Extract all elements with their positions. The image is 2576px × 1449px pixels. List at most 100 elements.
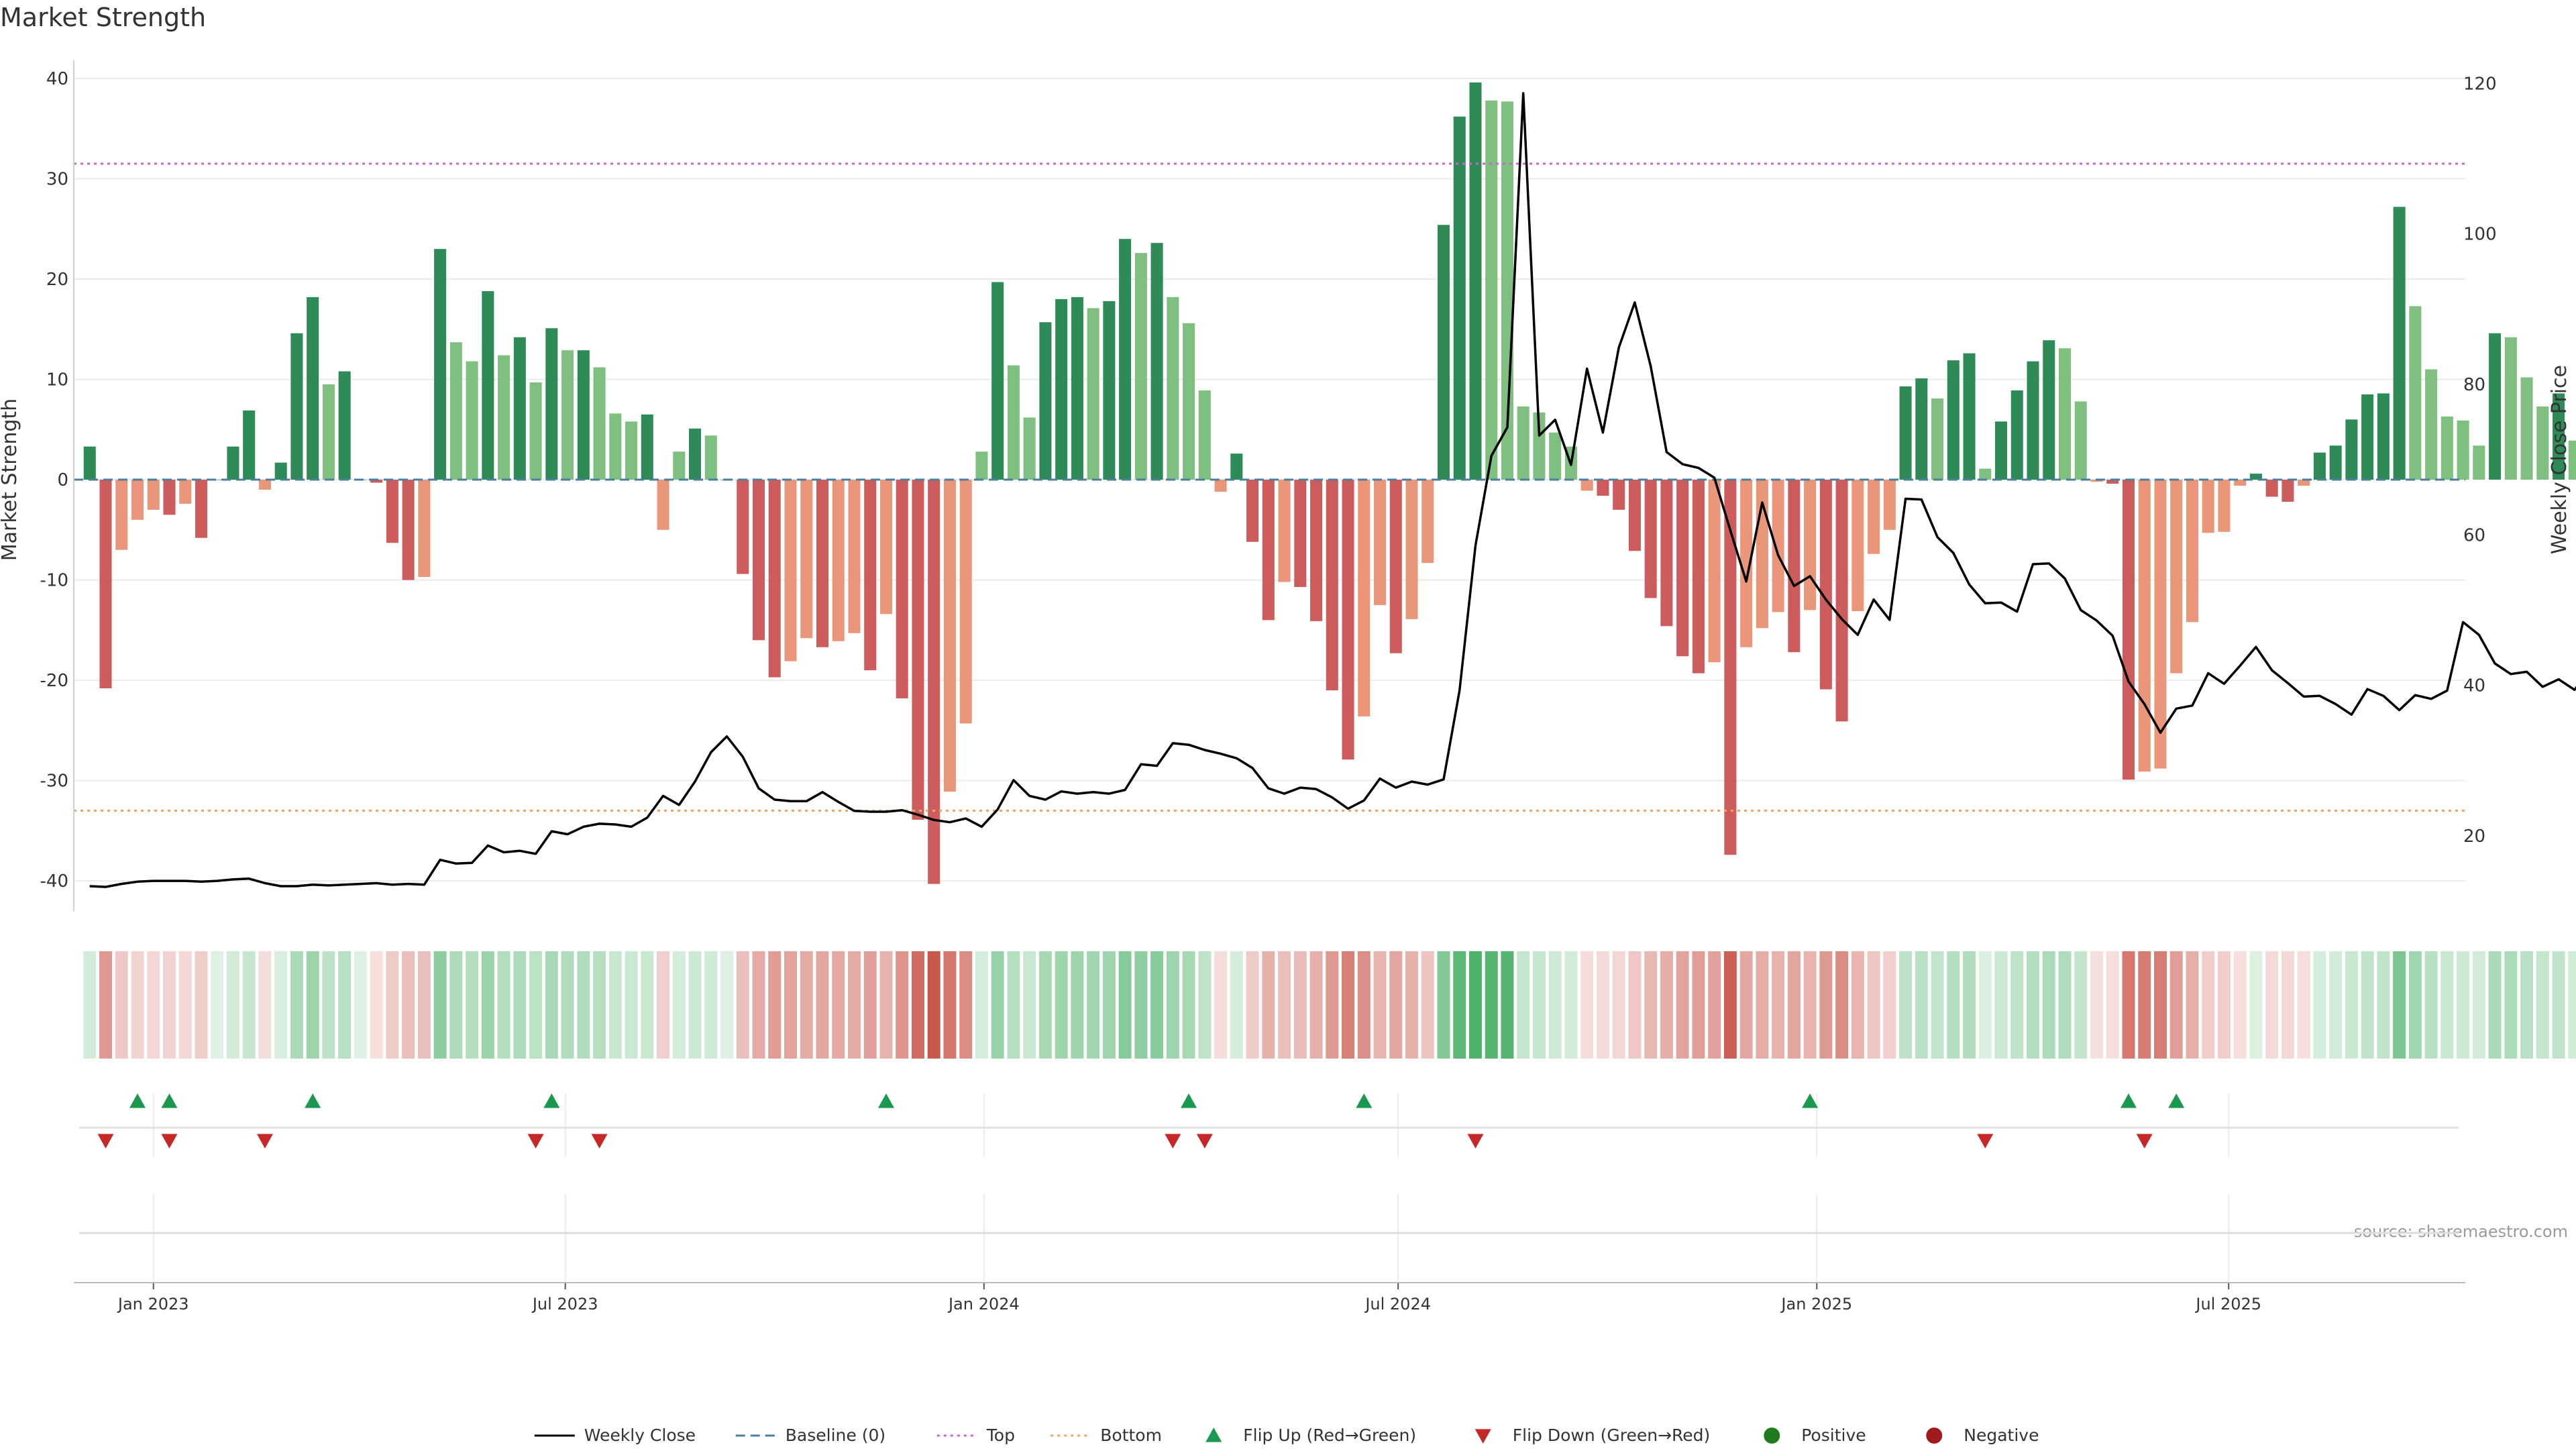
strength-bar	[1549, 432, 1562, 480]
heatmap-cell	[417, 951, 431, 1059]
strength-bar	[848, 480, 861, 633]
legend-item-label: Negative	[1964, 1426, 2039, 1445]
strength-bar	[673, 451, 686, 480]
strength-bar	[1246, 480, 1259, 542]
strength-bar	[322, 384, 335, 480]
strength-bar	[1358, 480, 1371, 716]
flip-down-marker	[2136, 1134, 2153, 1148]
strength-bar	[1103, 301, 1116, 480]
y-tick-label: 20	[46, 270, 68, 290]
heatmap-cell	[338, 951, 352, 1059]
heatmap-cell	[1596, 951, 1609, 1059]
strength-bar	[2409, 306, 2422, 480]
strength-bar	[99, 480, 112, 689]
strength-bar	[2122, 480, 2135, 780]
heatmap-cell	[1612, 951, 1625, 1059]
flip-down-marker	[97, 1134, 114, 1148]
strength-bar	[1915, 378, 1928, 480]
y-axis-title: Market Strength	[0, 398, 21, 561]
heatmap-cell	[449, 951, 463, 1059]
heatmap-cell	[2568, 951, 2576, 1059]
flip-up-marker	[129, 1093, 146, 1108]
strength-bar	[2282, 480, 2294, 502]
weekly-close-line	[89, 92, 2576, 888]
heatmap-cell	[433, 951, 447, 1059]
heatmap-cell	[1118, 951, 1132, 1059]
legend-item-label: Flip Down (Green→Red)	[1513, 1426, 1711, 1445]
heatmap-cell	[195, 951, 208, 1059]
legend-item-label: Top	[986, 1426, 1015, 1445]
heatmap-cell	[1708, 951, 1721, 1059]
flip-up-marker	[2120, 1093, 2137, 1108]
heatmap-cell	[2233, 951, 2247, 1059]
heatmap-cell	[242, 951, 256, 1059]
strength-bar	[1167, 297, 1179, 480]
y2-tick-label: 120	[2463, 74, 2497, 94]
flip-up-marker	[1181, 1093, 1197, 1108]
heatmap-cell	[2377, 951, 2390, 1059]
heatmap-cell	[1756, 951, 1769, 1059]
heatmap-cell	[1437, 951, 1450, 1059]
heatmap-cell	[1772, 951, 1785, 1059]
strength-bar	[2361, 394, 2374, 480]
heatmap-cell	[1150, 951, 1164, 1059]
y-tick-label: -30	[40, 771, 68, 792]
flip-up-marker	[2168, 1093, 2185, 1108]
heatmap-cell	[306, 951, 319, 1059]
heatmap-cell	[1198, 951, 1212, 1059]
heatmap-cell	[832, 951, 845, 1059]
strength-bar	[641, 414, 653, 480]
strength-bar	[1517, 406, 1529, 480]
strength-bar	[864, 480, 877, 671]
y-tick-label: 0	[57, 470, 68, 490]
legend-swatch-negative	[1926, 1428, 1943, 1444]
y-tick-label: -10	[40, 571, 68, 591]
heatmap-cell	[1071, 951, 1084, 1059]
legend-swatch-flip-down	[1474, 1429, 1491, 1444]
strength-bar	[1979, 468, 1992, 480]
heatmap-cell	[561, 951, 574, 1059]
heatmap-cell	[720, 951, 734, 1059]
strength-bar	[2457, 420, 2469, 480]
heatmap-cell	[1342, 951, 1355, 1059]
strength-bar	[1772, 480, 1784, 612]
strength-bar	[1310, 480, 1323, 621]
heatmap-cell	[1517, 951, 1530, 1059]
strength-bar	[2010, 390, 2023, 480]
heatmap-cell	[2106, 951, 2119, 1059]
strength-bar	[1326, 480, 1338, 691]
strength-bar	[2138, 480, 2151, 772]
strength-bar	[274, 462, 287, 480]
heatmap-cell	[386, 951, 399, 1059]
heatmap-cell	[131, 951, 144, 1059]
heatmap-cell	[2186, 951, 2199, 1059]
strength-bar	[816, 480, 828, 647]
heatmap-cell	[2090, 951, 2103, 1059]
strength-bar	[1119, 239, 1132, 480]
heatmap-cell	[672, 951, 686, 1059]
strength-bar	[1421, 480, 1434, 564]
heatmap-cell	[2361, 951, 2374, 1059]
heatmap-cell	[1468, 951, 1482, 1059]
y2-tick-label: 80	[2463, 375, 2485, 395]
flip-down-marker	[161, 1134, 178, 1148]
heatmap-cell	[1803, 951, 1817, 1059]
strength-bar	[561, 350, 574, 480]
strength-bar	[115, 480, 128, 550]
strength-bar	[2313, 452, 2326, 480]
strength-bar	[545, 328, 558, 480]
heatmap-cell	[2027, 951, 2040, 1059]
strength-bar	[2218, 480, 2231, 532]
heatmap-cell	[402, 951, 415, 1059]
strength-bar	[1628, 480, 1641, 551]
strength-bar	[338, 371, 351, 480]
heatmap-cell	[1278, 951, 1291, 1059]
y-tick-label: -40	[40, 871, 68, 892]
strength-bar	[800, 480, 813, 639]
heatmap-cell	[211, 951, 224, 1059]
strength-bar	[1230, 453, 1243, 480]
heatmap-cell	[1326, 951, 1339, 1059]
strength-bar	[1676, 480, 1689, 657]
strength-bar	[2329, 445, 2342, 480]
heatmap-cell	[1867, 951, 1880, 1059]
